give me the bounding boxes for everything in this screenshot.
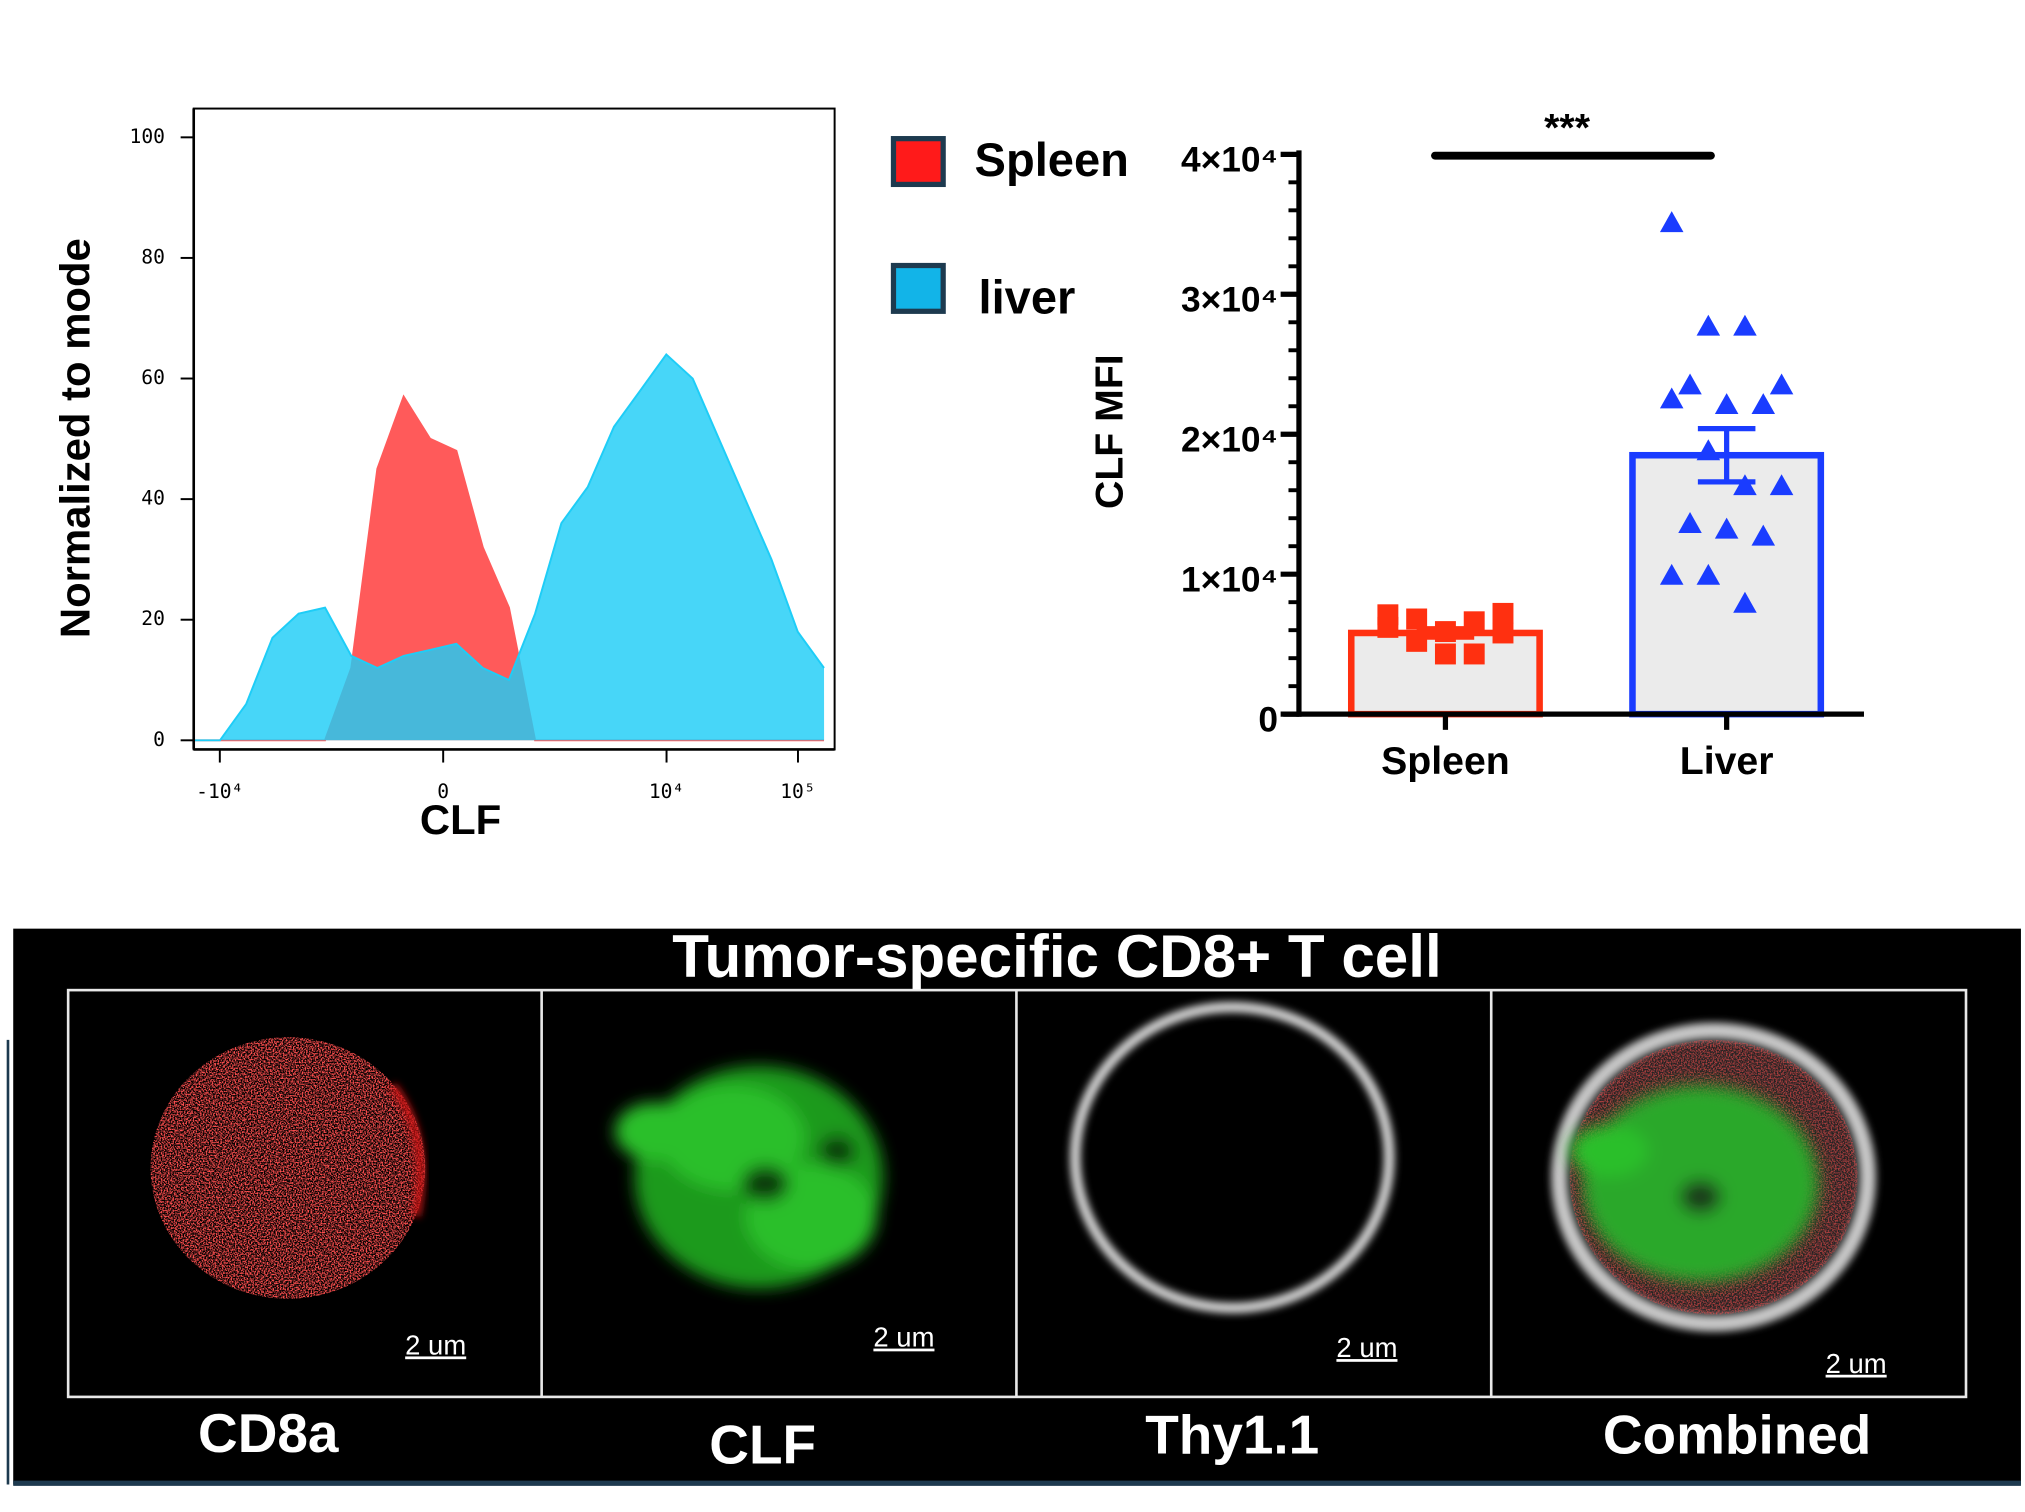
combined-green bbox=[1569, 1085, 1819, 1282]
data-point bbox=[1659, 211, 1684, 233]
y-tick-label: 3×10⁴ bbox=[1181, 280, 1278, 319]
x-tick-label: 10⁴ bbox=[649, 780, 684, 803]
y-tick-label: 0 bbox=[153, 728, 165, 751]
x-tick-label: 10⁵ bbox=[780, 780, 815, 803]
data-point bbox=[1463, 611, 1485, 633]
legend-label: liver bbox=[978, 270, 1075, 323]
y-tick-label: 1×10⁴ bbox=[1181, 560, 1278, 599]
x-tick-label: -10⁴ bbox=[196, 780, 243, 803]
data-point bbox=[1751, 524, 1776, 546]
data-point bbox=[1377, 616, 1399, 638]
y-tick-label: 20 bbox=[141, 607, 165, 630]
data-point bbox=[1678, 512, 1702, 533]
data-point bbox=[1678, 373, 1702, 395]
panel-label: CD8a bbox=[198, 1402, 339, 1464]
image-panel: 2 um 2 um 2 um 2 um Tumor-specific CD8+ … bbox=[6, 923, 2021, 1486]
x-axis-label: CLF bbox=[420, 796, 501, 843]
y-tick-label: 80 bbox=[141, 245, 165, 268]
legend-swatch bbox=[890, 136, 946, 188]
legend-label: Spleen bbox=[975, 133, 1129, 186]
data-point bbox=[1733, 474, 1757, 496]
y-tick-label: 0 bbox=[1258, 700, 1278, 739]
cd8a-edge bbox=[389, 1083, 425, 1218]
data-point bbox=[1751, 393, 1776, 415]
data-point bbox=[1434, 643, 1456, 665]
data-point bbox=[1659, 387, 1684, 409]
annotation: *** bbox=[1544, 106, 1591, 150]
scale-bar: 2 um bbox=[405, 1329, 466, 1360]
data-point bbox=[1406, 608, 1428, 630]
data-point bbox=[1769, 474, 1794, 496]
panel-label: Thy1.1 bbox=[1145, 1403, 1319, 1465]
data-point bbox=[1696, 314, 1721, 336]
x-tick-label: 0 bbox=[437, 780, 449, 803]
data-point bbox=[1434, 621, 1456, 643]
y-axis-label: Normalized to mode bbox=[52, 238, 99, 638]
y-axis-label: CLF MFI bbox=[1087, 354, 1131, 509]
data-point bbox=[1769, 373, 1794, 395]
data-point bbox=[1696, 563, 1721, 585]
data-point bbox=[1659, 563, 1684, 585]
x-tick-label: Spleen bbox=[1381, 739, 1510, 783]
thy11-ring bbox=[1070, 1001, 1395, 1314]
scale-bar: 2 um bbox=[1336, 1332, 1397, 1363]
scale-bar: 2 um bbox=[873, 1322, 934, 1353]
area-fill bbox=[193, 354, 825, 741]
y-tick-label: 2×10⁴ bbox=[1181, 420, 1278, 459]
area-fill bbox=[193, 396, 825, 741]
y-tick-label: 100 bbox=[130, 125, 165, 148]
data-point bbox=[1406, 630, 1428, 652]
y-tick-label: 40 bbox=[141, 487, 165, 510]
legend-swatch bbox=[890, 262, 946, 314]
panel-title: Tumor-specific CD8+ T cell bbox=[672, 923, 1441, 990]
panel-label: CLF bbox=[709, 1414, 816, 1476]
data-point bbox=[1714, 393, 1739, 415]
data-point bbox=[1714, 517, 1739, 539]
data-point bbox=[1733, 591, 1757, 613]
data-point bbox=[1492, 602, 1514, 624]
data-point bbox=[1463, 643, 1485, 665]
panel-label: Combined bbox=[1603, 1403, 1872, 1465]
combined-ring bbox=[1551, 1022, 1876, 1332]
y-tick-label: 4×10⁴ bbox=[1181, 141, 1278, 180]
data-point bbox=[1492, 622, 1514, 644]
scale-bar: 2 um bbox=[1826, 1348, 1887, 1379]
x-tick-label: Liver bbox=[1680, 739, 1774, 783]
data-point bbox=[1733, 314, 1757, 336]
clf-cell bbox=[614, 1065, 884, 1289]
data-point bbox=[1696, 439, 1721, 461]
area-outline bbox=[193, 352, 825, 742]
y-tick-label: 60 bbox=[141, 366, 165, 389]
cd8a-cell bbox=[150, 1037, 426, 1299]
